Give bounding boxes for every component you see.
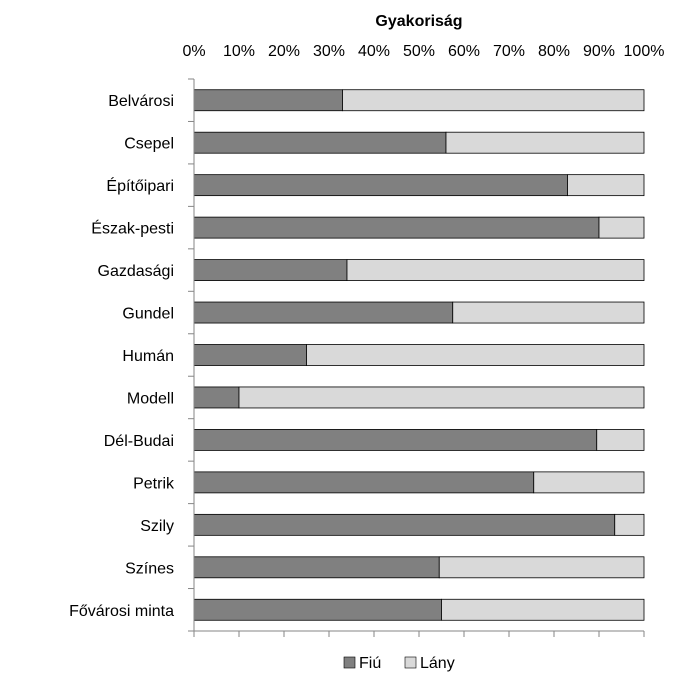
legend: Fiú Lány (343, 655, 455, 672)
bar-lany (567, 174, 645, 197)
bar-lany (445, 131, 645, 154)
x-tick-label: 80% (538, 43, 570, 60)
bar-fiu (193, 89, 343, 112)
x-tick-label: 100% (624, 43, 665, 60)
bar-fiu (193, 344, 307, 366)
x-tick-label: 10% (223, 43, 255, 60)
bar-fiu (193, 556, 440, 579)
bar-fiu (193, 386, 240, 409)
bar-fiu (193, 174, 568, 197)
category-label: Modell (127, 390, 174, 407)
category-label: Építőipari (106, 176, 174, 195)
bar-fiu (193, 513, 616, 536)
category-label: Színes (125, 560, 174, 577)
bar-lany (342, 89, 645, 112)
category-label: Gazdasági (98, 263, 175, 280)
bar-lany (614, 513, 645, 536)
legend-label: Lány (420, 655, 455, 672)
axes (188, 78, 645, 637)
bar-lany (598, 216, 645, 239)
x-tick-label: 90% (583, 43, 615, 60)
category-label: Fővárosi minta (69, 603, 174, 620)
x-tick-label: 40% (358, 43, 390, 60)
category-label: Szily (140, 518, 174, 535)
bar-fiu (193, 301, 454, 324)
category-label: Petrik (133, 475, 175, 492)
legend-swatch (404, 656, 417, 669)
bar-lany (238, 386, 645, 409)
category-label: Gundel (122, 306, 174, 323)
bar-lany (438, 556, 645, 579)
category-label: Észak-pesti (91, 219, 174, 238)
bar-lany (441, 598, 645, 621)
x-tick-label: 70% (493, 43, 525, 60)
bar-fiu (193, 131, 447, 154)
bar-fiu (193, 598, 442, 621)
category-label: Belvárosi (108, 93, 174, 110)
bar-lany (596, 429, 645, 451)
bar-fiu (193, 216, 600, 239)
x-axis-ticks: 0% 10% 20% 30% 40% 50% 60% 70% 80% 90% 100% (182, 43, 664, 60)
category-label: Dél-Budai (104, 433, 174, 450)
category-labels: Belvárosi Csepel Építőipari Észak-pesti Gazd… (69, 93, 175, 620)
bar-lany (306, 344, 645, 366)
x-tick-label: 50% (403, 43, 435, 60)
x-tick-label: 30% (313, 43, 345, 60)
bars (193, 89, 645, 621)
bar-lany (452, 301, 645, 324)
legend-swatch (343, 656, 356, 669)
x-tick-label: 20% (268, 43, 300, 60)
bar-lany (346, 259, 645, 281)
x-tick-label: 0% (182, 43, 205, 60)
x-tick-label: 60% (448, 43, 480, 60)
bar-fiu (193, 429, 598, 451)
category-label: Humán (122, 348, 174, 365)
bar-fiu (193, 259, 348, 281)
legend-label: Fiú (359, 655, 381, 672)
x-axis-title: Gyakoriság (375, 13, 462, 30)
bar-lany (533, 471, 645, 494)
bar-fiu (193, 471, 535, 494)
category-label: Csepel (124, 136, 174, 153)
